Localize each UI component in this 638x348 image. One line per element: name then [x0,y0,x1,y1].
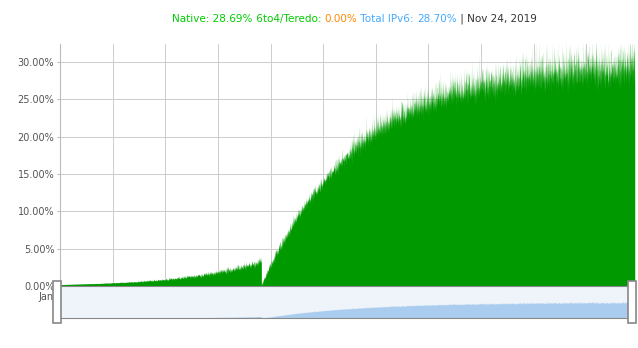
FancyBboxPatch shape [53,281,61,323]
Text: 6to4/Teredo:: 6to4/Teredo: [253,14,324,24]
Text: | Nov 24, 2019: | Nov 24, 2019 [457,14,537,24]
Text: 28.70%: 28.70% [417,14,457,24]
Text: Total IPv6:: Total IPv6: [357,14,417,24]
Text: 0.00%: 0.00% [324,14,357,24]
FancyBboxPatch shape [628,281,636,323]
Text: Native: 28.69%: Native: 28.69% [172,14,253,24]
